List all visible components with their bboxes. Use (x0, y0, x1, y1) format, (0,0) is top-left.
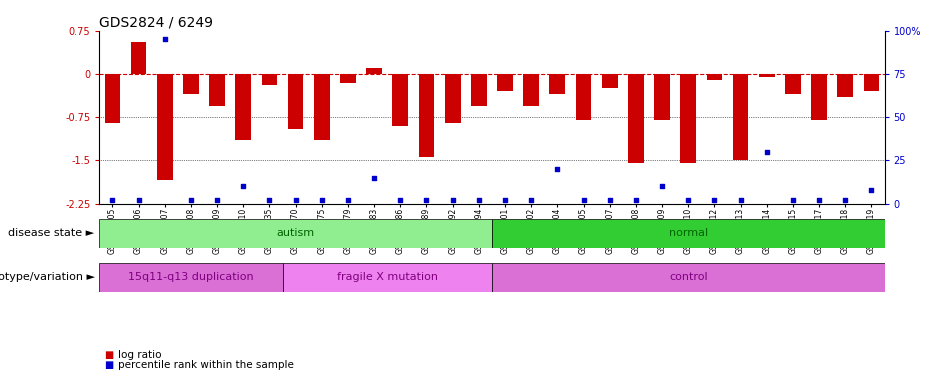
Bar (262, 74, 277, 85)
Bar (523, 74, 539, 106)
Point (131, 197, 146, 203)
Point (576, 197, 591, 203)
Point (366, 174, 381, 180)
Bar (99, 263, 283, 292)
Point (628, 197, 643, 203)
Text: log ratio: log ratio (118, 350, 162, 360)
Text: GDS2824 / 6249: GDS2824 / 6249 (99, 16, 214, 30)
Point (707, 197, 722, 203)
Point (680, 197, 695, 203)
Point (603, 197, 618, 203)
Bar (314, 74, 329, 140)
Text: control: control (669, 272, 708, 283)
Bar (498, 74, 513, 91)
Text: ■: ■ (104, 350, 114, 360)
Point (184, 197, 199, 203)
Bar (864, 74, 879, 91)
Point (314, 197, 329, 203)
Bar (445, 74, 461, 123)
Text: genotype/variation ►: genotype/variation ► (0, 272, 95, 283)
Text: autism: autism (276, 228, 315, 238)
Point (288, 197, 303, 203)
Bar (99, 219, 492, 248)
Bar (492, 219, 885, 248)
Bar (492, 263, 885, 292)
Bar (419, 74, 434, 157)
Point (655, 183, 670, 189)
Bar (393, 74, 408, 126)
Bar (341, 74, 356, 83)
Point (864, 187, 879, 193)
Bar (209, 74, 225, 106)
Point (838, 197, 853, 203)
Bar (366, 68, 382, 74)
Bar (759, 74, 775, 77)
Bar (471, 74, 486, 106)
Bar (576, 74, 591, 120)
Bar (655, 74, 670, 120)
Bar (707, 74, 722, 79)
Text: percentile rank within the sample: percentile rank within the sample (118, 360, 294, 370)
Bar (812, 74, 827, 120)
Bar (157, 74, 172, 180)
Point (105, 197, 120, 203)
Point (419, 197, 434, 203)
Point (209, 197, 225, 203)
Bar (288, 74, 304, 129)
Point (262, 197, 277, 203)
Bar (131, 42, 147, 74)
Bar (733, 74, 748, 161)
Text: normal: normal (669, 228, 708, 238)
Point (341, 197, 356, 203)
Bar (785, 74, 800, 94)
Text: 15q11-q13 duplication: 15q11-q13 duplication (128, 272, 254, 283)
Point (393, 197, 408, 203)
Text: fragile X mutation: fragile X mutation (337, 272, 438, 283)
Bar (602, 74, 618, 88)
Point (812, 197, 827, 203)
Bar (105, 74, 120, 123)
Point (236, 183, 251, 189)
Point (759, 149, 774, 155)
Point (524, 197, 539, 203)
Point (157, 36, 172, 42)
Point (498, 197, 513, 203)
Point (785, 197, 800, 203)
Text: disease state ►: disease state ► (9, 228, 95, 238)
Bar (837, 74, 853, 97)
Bar (283, 263, 492, 292)
Point (550, 166, 565, 172)
Bar (628, 74, 643, 163)
Bar (680, 74, 696, 163)
Bar (550, 74, 565, 94)
Point (445, 197, 460, 203)
Bar (184, 74, 199, 94)
Text: ■: ■ (104, 360, 114, 370)
Point (733, 197, 748, 203)
Point (471, 197, 486, 203)
Bar (236, 74, 251, 140)
